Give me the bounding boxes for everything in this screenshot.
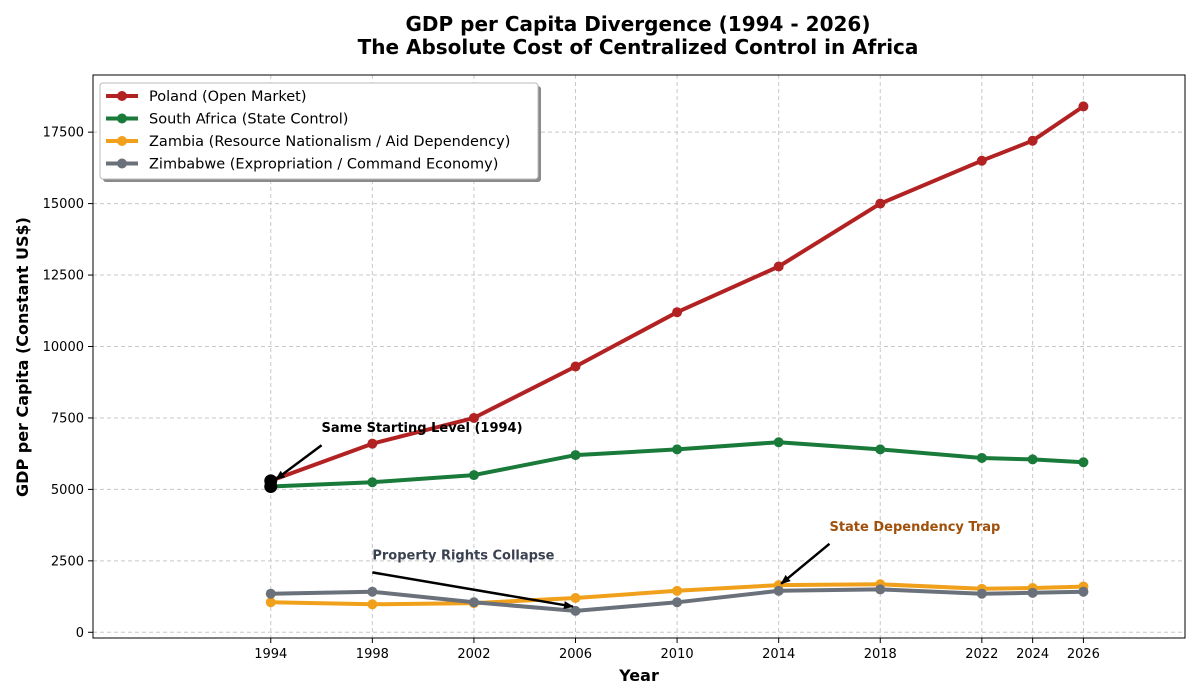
y-tick-label: 5000 [51, 483, 84, 498]
legend-entry: South Africa (State Control) [106, 112, 348, 128]
data-point [468, 412, 479, 423]
data-point [875, 198, 886, 209]
x-tick-label: 1994 [254, 647, 287, 662]
data-point [773, 437, 784, 448]
data-point [570, 592, 581, 603]
data-point [875, 444, 886, 455]
data-point [976, 452, 987, 463]
y-tick-label: 2500 [51, 554, 84, 569]
data-point [976, 588, 987, 599]
chart-title: GDP per Capita Divergence (1994 - 2026) [406, 12, 871, 36]
data-point [570, 361, 581, 372]
series-line [268, 104, 1086, 483]
axis-ticks: 1994 1998 2002 2006 2010 2014 2018 2022 2024 2026… [43, 126, 1100, 662]
annotation-arrow [780, 542, 831, 585]
data-point [367, 477, 378, 488]
x-axis-label: Year [618, 666, 659, 685]
x-tick-label: 2010 [661, 647, 694, 662]
legend-marker [117, 158, 127, 169]
legend-entry: Zambia (Resource Nationalism / Aid Depen… [106, 134, 510, 150]
x-tick-label: 2006 [559, 647, 592, 662]
start-markers [264, 474, 278, 494]
x-tick-label: 1998 [356, 647, 389, 662]
data-point [976, 155, 987, 166]
data-point [773, 261, 784, 272]
y-tick-label: 0 [76, 626, 84, 641]
data-point [1078, 101, 1089, 112]
y-tick-label: 10000 [43, 340, 84, 355]
y-tick-label: 15000 [43, 197, 84, 212]
data-point [367, 586, 378, 597]
data-point [672, 444, 683, 455]
data-point [468, 597, 479, 608]
data-point [468, 470, 479, 481]
annotation-arrow [275, 444, 323, 481]
data-point [1078, 457, 1089, 468]
data-point [672, 585, 683, 596]
legend-marker [117, 136, 127, 146]
x-tick-label: 2024 [1016, 647, 1049, 662]
legend-label: Zimbabwe (Expropriation / Command Econom… [149, 157, 498, 173]
annotations: Same Starting Level (1994) Property Right… [275, 421, 1000, 609]
x-tick-label: 2002 [457, 647, 490, 662]
x-tick-label: 2026 [1067, 647, 1100, 662]
data-point [1027, 454, 1038, 465]
legend-box [99, 82, 539, 180]
x-tick-label: 2014 [762, 647, 795, 662]
data-point [265, 588, 276, 599]
series-4 [265, 584, 1089, 616]
y-tick-label: 12500 [43, 269, 84, 284]
data-point [672, 307, 683, 318]
data-point [672, 597, 683, 608]
x-tick-label: 2022 [965, 647, 998, 662]
legend-marker [117, 91, 127, 101]
data-point [773, 585, 784, 596]
data-point [265, 597, 276, 608]
legend-marker [117, 113, 127, 124]
data-point [1027, 587, 1038, 598]
chart-subtitle: The Absolute Cost of Centralized Control… [358, 35, 919, 59]
grid [93, 75, 1185, 638]
series-line [268, 582, 1086, 607]
annotation-arrow [372, 571, 574, 609]
annotation-label: State Dependency Trap [829, 520, 1000, 535]
y-tick-label: 7500 [51, 411, 84, 426]
start-marker [264, 480, 278, 494]
legend-label: South Africa (State Control) [149, 112, 348, 128]
legend-entry: Poland (Open Market) [106, 89, 307, 105]
data-point [570, 450, 581, 461]
data-point [1078, 586, 1089, 597]
data-point [367, 599, 378, 610]
y-axis-label: GDP per Capita (Constant US$) [13, 217, 32, 497]
y-tick-label: 17500 [43, 126, 84, 141]
x-tick-label: 2018 [864, 647, 897, 662]
series-line [268, 587, 1086, 613]
legend-label: Poland (Open Market) [149, 89, 307, 105]
data-point [367, 438, 378, 449]
plot-frame [92, 74, 1186, 639]
series-line [268, 440, 1086, 489]
data-point [875, 584, 886, 595]
annotation-label: Same Starting Level (1994) [322, 421, 523, 436]
legend-label: Zambia (Resource Nationalism / Aid Depen… [149, 134, 510, 150]
legend-entry: Zimbabwe (Expropriation / Command Econom… [106, 157, 498, 173]
legend: Poland (Open Market) South Africa (State … [99, 82, 541, 182]
annotation-label: Property Rights Collapse [372, 548, 554, 563]
data-point [1027, 135, 1038, 146]
